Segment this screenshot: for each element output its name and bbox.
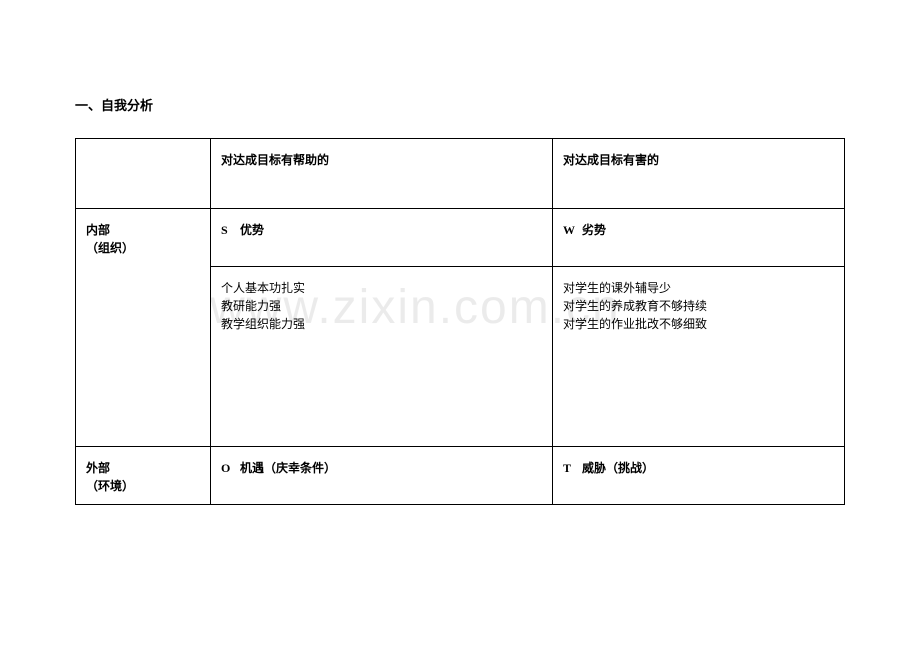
s-item-0: 个人基本功扎实 xyxy=(221,279,544,297)
header-helpful: 对达成目标有帮助的 xyxy=(211,139,553,209)
external-row-label: 外部 （环境） xyxy=(76,447,211,505)
threats-header: T 威胁（挑战） xyxy=(553,447,845,505)
internal-label-2: （组织） xyxy=(86,239,202,257)
w-item-1: 对学生的养成教育不够持续 xyxy=(563,297,836,315)
external-label-2: （环境） xyxy=(86,477,202,495)
o-letter: O xyxy=(221,459,237,477)
t-label: 威胁（挑战） xyxy=(582,461,654,475)
header-row: 对达成目标有帮助的 对达成目标有害的 xyxy=(76,139,845,209)
t-letter: T xyxy=(563,459,579,477)
s-item-1: 教研能力强 xyxy=(221,297,544,315)
header-harmful: 对达成目标有害的 xyxy=(553,139,845,209)
internal-label-1: 内部 xyxy=(86,221,202,239)
w-item-2: 对学生的作业批改不够细致 xyxy=(563,315,836,333)
weaknesses-content: 对学生的课外辅导少 对学生的养成教育不够持续 对学生的作业批改不够细致 xyxy=(553,267,845,447)
section-title: 一、自我分析 xyxy=(75,95,845,114)
external-label-1: 外部 xyxy=(86,459,202,477)
header-empty xyxy=(76,139,211,209)
s-item-2: 教学组织能力强 xyxy=(221,315,544,333)
strengths-header: S 优势 xyxy=(211,209,553,267)
opportunities-header: O 机遇（庆幸条件） xyxy=(211,447,553,505)
s-letter: S xyxy=(221,221,237,239)
w-label: 劣势 xyxy=(582,223,606,237)
w-letter: W xyxy=(563,221,579,239)
o-label: 机遇（庆幸条件） xyxy=(240,461,336,475)
s-label: 优势 xyxy=(240,223,264,237)
strengths-content: 个人基本功扎实 教研能力强 教学组织能力强 xyxy=(211,267,553,447)
internal-row-label: 内部 （组织） xyxy=(76,209,211,447)
external-label-row: 外部 （环境） O 机遇（庆幸条件） T 威胁（挑战） xyxy=(76,447,845,505)
weaknesses-header: W 劣势 xyxy=(553,209,845,267)
w-item-0: 对学生的课外辅导少 xyxy=(563,279,836,297)
swot-table: 对达成目标有帮助的 对达成目标有害的 内部 （组织） S 优势 W 劣势 个人基… xyxy=(75,138,845,505)
internal-label-row: 内部 （组织） S 优势 W 劣势 xyxy=(76,209,845,267)
